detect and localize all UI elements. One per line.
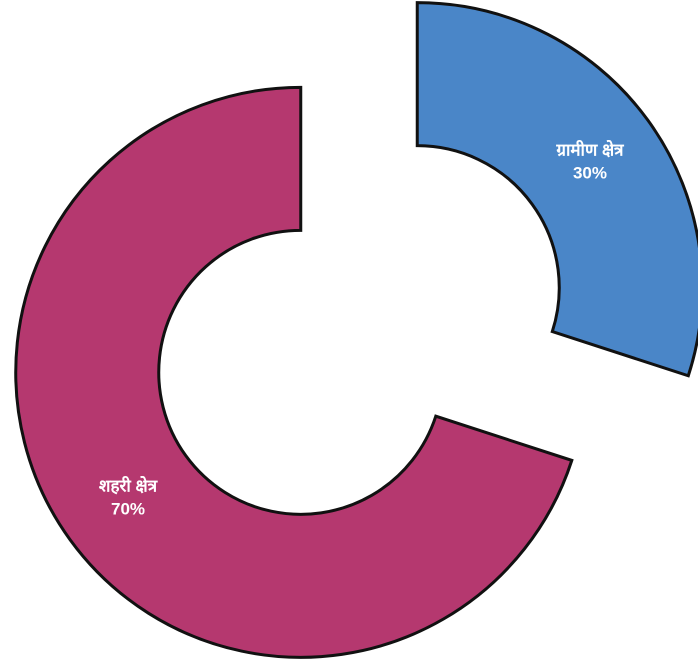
donut-slice [415,1,698,378]
slice-label: शहरी क्षेत्र [99,475,158,495]
slice-value-label: 70% [111,499,145,518]
slice-value-label: 30% [573,164,607,183]
donut-slice [14,85,574,659]
slice-label: ग्रामीण क्षेत्र [555,140,624,160]
